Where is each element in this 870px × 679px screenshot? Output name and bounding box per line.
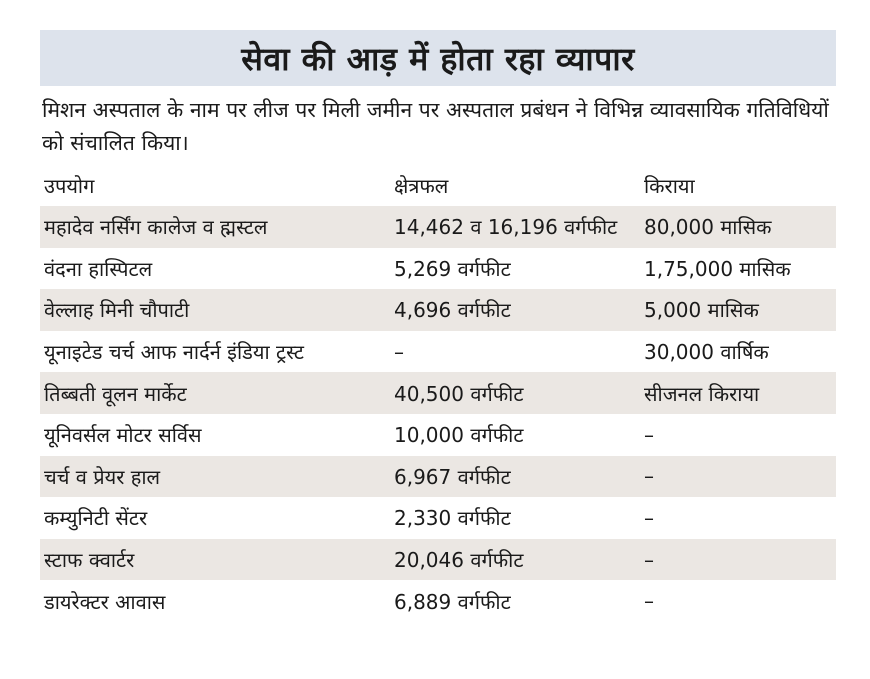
table-row: यूनाइटेड चर्च आफ नार्दर्न इंडिया ट्रस्ट … xyxy=(40,330,836,373)
intro-text: मिशन अस्पताल के नाम पर लीज पर मिली जमीन … xyxy=(42,98,829,155)
cell-usage: वेल्लाह मिनी चौपाटी xyxy=(40,289,390,331)
cell-area: 5,269 वर्गफीट xyxy=(390,247,640,290)
table-row: स्टाफ क्वार्टर 20,046 वर्गफीट – xyxy=(40,538,836,581)
cell-rent: 1,75,000 मासिक xyxy=(640,247,836,290)
cell-usage: कम्युनिटी सेंटर xyxy=(40,497,390,539)
table-row: चर्च व प्रेयर हाल 6,967 वर्गफीट – xyxy=(40,455,836,498)
cell-area: 4,696 वर्गफीट xyxy=(390,289,640,331)
cell-usage: यूनाइटेड चर्च आफ नार्दर्न इंडिया ट्रस्ट xyxy=(40,330,390,373)
cell-usage: तिब्बती वूलन मार्केट xyxy=(40,372,390,414)
cell-rent: – xyxy=(640,580,836,622)
cell-area: 40,500 वर्गफीट xyxy=(390,372,640,414)
cell-rent: – xyxy=(640,413,836,456)
cell-rent: – xyxy=(640,455,836,498)
header-usage: उपयोग xyxy=(44,173,95,198)
table-row: डायरेक्टर आवास 6,889 वर्गफीट – xyxy=(40,580,836,622)
cell-rent: 5,000 मासिक xyxy=(640,289,836,331)
cell-area: – xyxy=(390,330,640,373)
cell-usage: स्टाफ क्वार्टर xyxy=(40,538,390,581)
news-panel: सेवा की आड़ में होता रहा व्यापार मिशन अस… xyxy=(40,30,836,622)
table-row: कम्युनिटी सेंटर 2,330 वर्गफीट – xyxy=(40,497,836,539)
cell-usage: चर्च व प्रेयर हाल xyxy=(40,455,390,498)
table-header-row: उपयोग क्षेत्रफल किराया xyxy=(40,164,836,206)
cell-area: 2,330 वर्गफीट xyxy=(390,497,640,539)
cell-rent: – xyxy=(640,538,836,581)
cell-area: 10,000 वर्गफीट xyxy=(390,413,640,456)
table-row: तिब्बती वूलन मार्केट 40,500 वर्गफीट सीजन… xyxy=(40,372,836,414)
cell-area: 14,462 व 16,196 वर्गफीट xyxy=(390,206,640,248)
cell-rent: सीजनल किराया xyxy=(640,372,836,414)
cell-area: 20,046 वर्गफीट xyxy=(390,538,640,581)
cell-rent: 30,000 वार्षिक xyxy=(640,330,836,373)
table-row: यूनिवर्सल मोटर सर्विस 10,000 वर्गफीट – xyxy=(40,413,836,456)
cell-usage: डायरेक्टर आवास xyxy=(40,580,390,622)
cell-rent: 80,000 मासिक xyxy=(640,206,836,248)
cell-rent: – xyxy=(640,497,836,539)
header-area: क्षेत्रफल xyxy=(394,173,449,198)
table-row: महादेव नर्सिंग कालेज व ह्मस्टल 14,462 व … xyxy=(40,206,836,248)
table-row: वंदना हास्पिटल 5,269 वर्गफीट 1,75,000 मा… xyxy=(40,247,836,290)
table-row: वेल्लाह मिनी चौपाटी 4,696 वर्गफीट 5,000 … xyxy=(40,289,836,331)
usage-table: उपयोग क्षेत्रफल किराया महादेव नर्सिंग का… xyxy=(40,164,836,622)
header-rent: किराया xyxy=(644,173,695,198)
cell-area: 6,967 वर्गफीट xyxy=(390,455,640,498)
headline: सेवा की आड़ में होता रहा व्यापार xyxy=(40,30,836,86)
cell-usage: वंदना हास्पिटल xyxy=(40,247,390,290)
cell-usage: महादेव नर्सिंग कालेज व ह्मस्टल xyxy=(40,206,390,248)
cell-usage: यूनिवर्सल मोटर सर्विस xyxy=(40,413,390,456)
cell-area: 6,889 वर्गफीट xyxy=(390,580,640,622)
